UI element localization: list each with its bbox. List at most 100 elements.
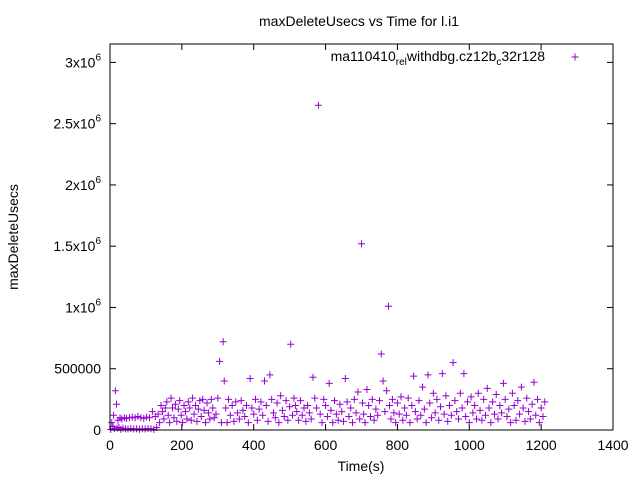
legend-label: ma110410relwithdbg.cz12bc32r128 (331, 48, 546, 68)
data-point (197, 413, 205, 421)
data-point (253, 416, 261, 424)
data-point (449, 359, 457, 367)
data-point (147, 425, 155, 433)
legend-marker (571, 53, 579, 61)
data-point (437, 403, 445, 411)
data-point (222, 404, 230, 412)
data-point (525, 408, 533, 416)
x-grid-ticks: 0 200 400 600 800 1000 1200 1400 (106, 44, 629, 453)
data-point (230, 417, 238, 425)
data-point (343, 398, 351, 406)
data-point (184, 398, 192, 406)
data-point (154, 410, 162, 418)
data-point (166, 419, 174, 427)
data-point (349, 419, 357, 427)
data-point (176, 397, 184, 405)
data-point (492, 390, 500, 398)
data-point (358, 240, 365, 248)
data-point (375, 397, 383, 405)
data-point (173, 417, 181, 425)
data-point (338, 408, 346, 416)
data-point (226, 411, 234, 419)
data-point (190, 410, 198, 418)
data-point (392, 419, 400, 427)
data-point (228, 401, 236, 409)
data-point (187, 416, 195, 424)
x-axis-label: Time(s) (338, 458, 385, 474)
data-point (426, 399, 434, 407)
data-point (503, 413, 511, 421)
data-point (514, 397, 522, 405)
data-point (296, 397, 304, 405)
data-point (331, 397, 339, 405)
data-point (494, 415, 502, 423)
data-point (262, 401, 270, 409)
plot-frame (109, 43, 614, 431)
data-point (383, 387, 391, 395)
data-point (167, 394, 175, 402)
data-point (420, 405, 428, 413)
data-point (313, 404, 321, 412)
x-tick-label: 1000 (454, 437, 485, 453)
data-point (458, 404, 466, 412)
data-point (179, 419, 187, 427)
data-point (186, 404, 194, 412)
data-point (143, 413, 151, 421)
data-point (397, 393, 405, 401)
data-point (300, 404, 308, 412)
data-point (134, 413, 142, 421)
data-point (311, 394, 319, 402)
data-point (216, 357, 224, 365)
data-point (318, 419, 326, 427)
data-point (404, 394, 412, 402)
data-point (164, 411, 172, 419)
data-point (451, 397, 459, 405)
x-tick-label: 800 (386, 437, 410, 453)
data-point (442, 392, 450, 400)
data-point (401, 404, 409, 412)
data-point (411, 408, 419, 416)
data-point (365, 401, 373, 409)
data-point (157, 401, 165, 409)
data-point (510, 401, 518, 409)
legend-marker-glyph (571, 53, 579, 61)
data-point (295, 416, 303, 424)
y-tick-label: 2.5x106 (53, 114, 101, 132)
x-tick-label: 200 (170, 437, 194, 453)
data-point (246, 375, 254, 383)
data-point (193, 417, 201, 425)
data-point (359, 399, 367, 407)
x-tick-label: 0 (106, 437, 114, 453)
data-point (505, 405, 513, 413)
data-point (507, 419, 515, 427)
data-point (298, 411, 306, 419)
data-point (460, 370, 468, 378)
data-point (212, 410, 220, 418)
data-point (194, 405, 202, 413)
data-point (269, 409, 277, 417)
legend: ma110410relwithdbg.cz12bc32r128 (331, 48, 579, 68)
data-point (465, 419, 473, 427)
y-tick-label: 1x106 (65, 297, 101, 315)
data-point (498, 409, 506, 417)
data-point (123, 414, 131, 422)
data-point (487, 419, 495, 427)
data-point (189, 394, 197, 402)
data-point (377, 350, 385, 358)
data-point (379, 377, 387, 385)
data-point (177, 411, 185, 419)
data-point (128, 413, 136, 421)
data-point (478, 416, 486, 424)
y-tick-label: 3x106 (65, 52, 101, 70)
x-tick-label: 1400 (597, 437, 628, 453)
data-point (447, 411, 455, 419)
data-point (307, 415, 315, 423)
data-point (395, 410, 403, 418)
data-point (526, 415, 534, 423)
y-tick-label: 2x106 (65, 175, 101, 193)
data-point (158, 408, 166, 416)
data-point (323, 413, 331, 421)
data-point (223, 419, 231, 427)
data-point (384, 302, 392, 310)
data-point (314, 101, 322, 109)
